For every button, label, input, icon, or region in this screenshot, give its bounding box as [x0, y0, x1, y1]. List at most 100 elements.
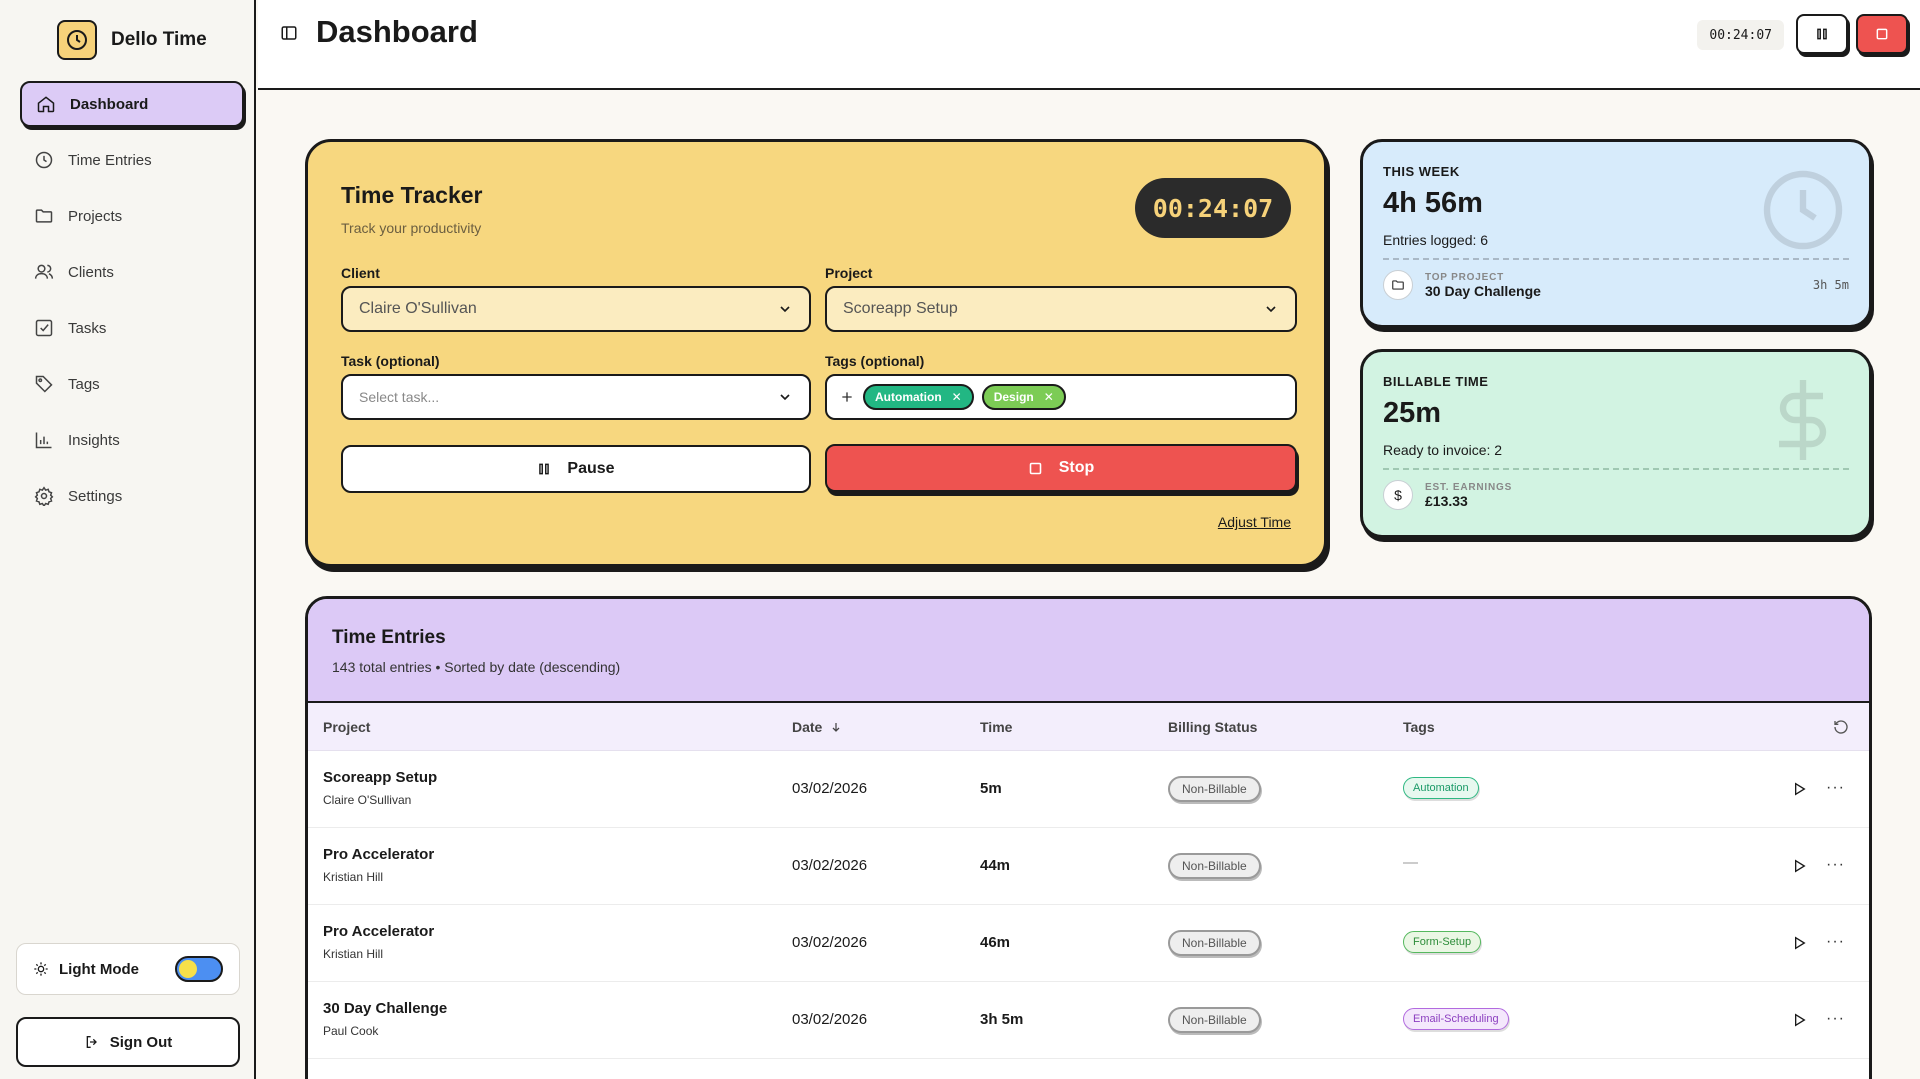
this-week-card: THIS WEEK 4h 56m Entries logged: 6 TOP P… [1360, 139, 1872, 328]
brand[interactable]: Dello Time [57, 20, 207, 60]
brand-name: Dello Time [111, 29, 207, 50]
entry-time: 5m [980, 780, 1002, 797]
sidebar-toggle-icon[interactable] [280, 24, 298, 42]
entry-date: 03/02/2026 [792, 780, 868, 797]
header-pause-button[interactable] [1796, 14, 1848, 54]
billing-status-badge[interactable]: Non-Billable [1168, 1007, 1261, 1033]
clock-icon [1763, 170, 1843, 250]
adjust-time-link[interactable]: Adjust Time [1217, 514, 1291, 530]
est-earnings-label: EST. EARNINGS [1425, 481, 1513, 493]
client-label: Client [341, 265, 380, 281]
top-header: Dashboard 00:24:07 [258, 0, 1920, 90]
header-stop-button[interactable] [1856, 14, 1908, 54]
billing-status-badge[interactable]: Non-Billable [1168, 853, 1261, 879]
tracker-subtitle: Track your productivity [341, 220, 482, 236]
users-icon [34, 264, 54, 279]
sidebar: Dello Time Dashboard Time Entries Projec… [0, 0, 256, 1079]
tag-badge[interactable]: Form-Setup [1403, 931, 1482, 953]
entry-project[interactable]: Pro Accelerator [323, 923, 435, 940]
est-earnings-value: £13.33 [1425, 492, 1468, 509]
project-label: Project [825, 265, 873, 281]
close-icon[interactable]: ✕ [1043, 390, 1054, 404]
sidebar-item-time-entries[interactable]: Time Entries [20, 137, 244, 183]
column-time[interactable]: Time [980, 718, 1013, 735]
plus-icon[interactable] [839, 389, 855, 405]
client-select[interactable]: Claire O'Sullivan [341, 286, 811, 332]
refresh-icon[interactable] [1833, 719, 1849, 735]
project-select[interactable]: Scoreapp Setup [825, 286, 1297, 332]
chevron-down-icon [780, 394, 790, 401]
table-row[interactable]: 30 Day Challenge Paul Cook 03/02/2026 3h… [308, 982, 1869, 1059]
play-icon[interactable] [1791, 858, 1807, 874]
entry-client: Paul Cook [323, 1024, 379, 1038]
play-icon[interactable] [1791, 935, 1807, 951]
more-options-icon[interactable]: ··· [1826, 933, 1845, 950]
column-billing-status[interactable]: Billing Status [1168, 718, 1258, 735]
table-row[interactable]: Scoreapp Setup Claire O'Sullivan 03/02/2… [308, 751, 1869, 828]
theme-switcher: Light Mode [16, 943, 240, 995]
entry-project[interactable]: 30 Day Challenge [323, 1000, 448, 1017]
sidebar-item-insights[interactable]: Insights [20, 417, 244, 463]
stop-label: Stop [1058, 459, 1095, 476]
sidebar-item-clients[interactable]: Clients [20, 249, 244, 295]
table-row[interactable]: Pro Accelerator Kristian Hill 03/02/2026… [308, 828, 1869, 905]
pause-label: Pause [567, 460, 615, 477]
top-project-time: 3h 5m [1812, 278, 1849, 292]
client-select-value: Claire O'Sullivan [359, 300, 477, 317]
stop-button[interactable]: Stop [825, 444, 1297, 492]
tag-chip[interactable]: Design ✕ [981, 384, 1066, 410]
entry-date: 03/02/2026 [792, 1011, 868, 1028]
tag-chip[interactable]: Automation ✕ [863, 384, 974, 410]
sidebar-item-label: Clients [68, 263, 114, 281]
project-select-value: Scoreapp Setup [843, 300, 958, 317]
play-icon[interactable] [1791, 1012, 1807, 1028]
billing-status-badge[interactable]: Non-Billable [1168, 776, 1261, 802]
entry-date: 03/02/2026 [792, 934, 868, 951]
sign-out-button[interactable]: Sign Out [16, 1017, 240, 1067]
time-tracker-card: Time Tracker Track your productivity 00:… [305, 139, 1327, 567]
tags-input[interactable]: Automation ✕ Design ✕ [825, 374, 1297, 420]
play-icon[interactable] [1791, 781, 1807, 797]
sidebar-item-tags[interactable]: Tags [20, 361, 244, 407]
sidebar-item-settings[interactable]: Settings [20, 473, 244, 519]
sidebar-item-tasks[interactable]: Tasks [20, 305, 244, 351]
entry-project[interactable]: Pro Accelerator [323, 846, 435, 863]
sidebar-item-label: Insights [68, 431, 120, 449]
billable-time-card: BILLABLE TIME 25m Ready to invoice: 2 $ … [1360, 349, 1872, 538]
divider [1383, 258, 1849, 260]
entry-date: 03/02/2026 [792, 857, 868, 874]
tag-badge[interactable]: Email-Scheduling [1403, 1008, 1509, 1030]
column-tags[interactable]: Tags [1403, 718, 1435, 735]
pause-button[interactable]: Pause [341, 445, 811, 493]
sidebar-item-dashboard[interactable]: Dashboard [20, 81, 244, 127]
column-project[interactable]: Project [323, 718, 371, 735]
tag-chip-label: Automation [875, 390, 942, 404]
table-row[interactable]: Pro Accelerator Kristian Hill 03/02/2026… [308, 905, 1869, 982]
billing-status-badge[interactable]: Non-Billable [1168, 930, 1261, 956]
task-select-placeholder: Select task... [359, 389, 440, 405]
theme-toggle[interactable] [175, 956, 223, 982]
stat-value: 4h 56m [1383, 187, 1483, 219]
task-select[interactable]: Select task... [341, 374, 811, 420]
stop-icon [1876, 28, 1888, 40]
stop-icon [1029, 462, 1041, 474]
table-body: Scoreapp Setup Claire O'Sullivan 03/02/2… [308, 751, 1869, 1059]
top-project-label: TOP PROJECT [1425, 271, 1505, 283]
sidebar-item-label: Projects [68, 207, 123, 225]
entries-subtitle: 143 total entries • Sorted by date (desc… [332, 659, 621, 675]
entry-time: 46m [980, 934, 1011, 951]
column-date[interactable]: Date [792, 719, 842, 735]
sidebar-item-projects[interactable]: Projects [20, 193, 244, 239]
close-icon[interactable]: ✕ [951, 390, 962, 404]
more-options-icon[interactable]: ··· [1826, 779, 1845, 796]
entry-client: Claire O'Sullivan [323, 793, 412, 807]
more-options-icon[interactable]: ··· [1826, 856, 1845, 873]
folder-icon [35, 209, 53, 223]
sidebar-item-label: Tags [68, 375, 100, 393]
clock-icon [35, 151, 53, 169]
sidebar-item-label: Tasks [68, 319, 107, 337]
est-earnings: $ EST. EARNINGS £13.33 [1383, 480, 1849, 510]
entry-project[interactable]: Scoreapp Setup [323, 769, 438, 786]
tag-badge[interactable]: Automation [1403, 777, 1479, 799]
more-options-icon[interactable]: ··· [1826, 1010, 1845, 1027]
